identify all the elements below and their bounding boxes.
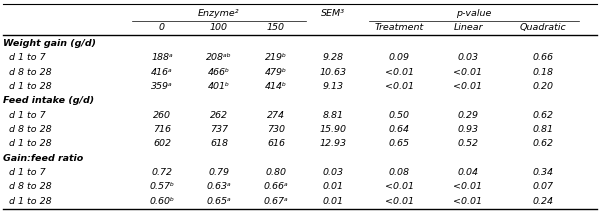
Text: 0.29: 0.29	[458, 111, 479, 120]
Text: 414ᵇ: 414ᵇ	[265, 82, 287, 91]
Text: <0.01: <0.01	[454, 82, 482, 91]
Text: 0.01: 0.01	[323, 197, 344, 206]
Text: 0.20: 0.20	[533, 82, 554, 91]
Text: Gain:feed ratio: Gain:feed ratio	[3, 154, 83, 163]
Text: d 8 to 28: d 8 to 28	[3, 68, 52, 77]
Text: 0.60ᵇ: 0.60ᵇ	[149, 197, 175, 206]
Text: 737: 737	[210, 125, 228, 134]
Text: Enzyme²: Enzyme²	[198, 9, 240, 18]
Text: 0.79: 0.79	[209, 168, 229, 177]
Text: 0: 0	[159, 23, 165, 32]
Text: 0.34: 0.34	[533, 168, 554, 177]
Text: 0.01: 0.01	[323, 182, 344, 191]
Text: 0.93: 0.93	[458, 125, 479, 134]
Text: <0.01: <0.01	[385, 182, 413, 191]
Text: 0.63ᵃ: 0.63ᵃ	[206, 182, 232, 191]
Text: 0.08: 0.08	[389, 168, 409, 177]
Text: 0.57ᵇ: 0.57ᵇ	[149, 182, 175, 191]
Text: 0.62: 0.62	[533, 111, 554, 120]
Text: <0.01: <0.01	[454, 182, 482, 191]
Text: 616: 616	[267, 139, 285, 148]
Text: 0.64: 0.64	[389, 125, 409, 134]
Text: p-value: p-value	[457, 9, 491, 18]
Text: 8.81: 8.81	[323, 111, 344, 120]
Text: d 8 to 28: d 8 to 28	[3, 182, 52, 191]
Text: 260: 260	[153, 111, 171, 120]
Text: 0.72: 0.72	[151, 168, 173, 177]
Text: 9.13: 9.13	[323, 82, 344, 91]
Text: 150: 150	[267, 23, 285, 32]
Text: 15.90: 15.90	[320, 125, 347, 134]
Text: <0.01: <0.01	[385, 82, 413, 91]
Text: d 1 to 7: d 1 to 7	[3, 168, 46, 177]
Text: 0.66: 0.66	[533, 54, 554, 62]
Text: d 1 to 7: d 1 to 7	[3, 111, 46, 120]
Text: 100: 100	[210, 23, 228, 32]
Text: Weight gain (g/d): Weight gain (g/d)	[3, 39, 96, 48]
Text: d 1 to 28: d 1 to 28	[3, 139, 52, 148]
Text: d 1 to 7: d 1 to 7	[3, 54, 46, 62]
Text: 0.62: 0.62	[533, 139, 554, 148]
Text: 219ᵇ: 219ᵇ	[265, 54, 287, 62]
Text: 466ᵇ: 466ᵇ	[208, 68, 230, 77]
Text: 0.03: 0.03	[458, 54, 479, 62]
Text: <0.01: <0.01	[454, 197, 482, 206]
Text: 618: 618	[210, 139, 228, 148]
Text: 0.65: 0.65	[389, 139, 409, 148]
Text: 730: 730	[267, 125, 285, 134]
Text: 0.66ᵃ: 0.66ᵃ	[263, 182, 289, 191]
Text: SEM³: SEM³	[321, 9, 345, 18]
Text: <0.01: <0.01	[385, 68, 413, 77]
Text: 0.07: 0.07	[533, 182, 554, 191]
Text: 602: 602	[153, 139, 171, 148]
Text: 716: 716	[153, 125, 171, 134]
Text: Feed intake (g/d): Feed intake (g/d)	[3, 97, 94, 106]
Text: 0.65ᵃ: 0.65ᵃ	[206, 197, 232, 206]
Text: 0.03: 0.03	[323, 168, 344, 177]
Text: 274: 274	[267, 111, 285, 120]
Text: d 1 to 28: d 1 to 28	[3, 197, 52, 206]
Text: Linear: Linear	[453, 23, 483, 32]
Text: d 1 to 28: d 1 to 28	[3, 82, 52, 91]
Text: 479ᵇ: 479ᵇ	[265, 68, 287, 77]
Text: 416ᵃ: 416ᵃ	[151, 68, 173, 77]
Text: 208ᵃᵇ: 208ᵃᵇ	[206, 54, 232, 62]
Text: <0.01: <0.01	[454, 68, 482, 77]
Text: 12.93: 12.93	[320, 139, 347, 148]
Text: 0.04: 0.04	[458, 168, 479, 177]
Text: 0.81: 0.81	[533, 125, 554, 134]
Text: 9.28: 9.28	[323, 54, 344, 62]
Text: 262: 262	[210, 111, 228, 120]
Text: <0.01: <0.01	[385, 197, 413, 206]
Text: 0.09: 0.09	[389, 54, 409, 62]
Text: Treatment: Treatment	[374, 23, 424, 32]
Text: d 8 to 28: d 8 to 28	[3, 125, 52, 134]
Text: 0.18: 0.18	[533, 68, 554, 77]
Text: 10.63: 10.63	[320, 68, 347, 77]
Text: 401ᵇ: 401ᵇ	[208, 82, 230, 91]
Text: 0.67ᵃ: 0.67ᵃ	[263, 197, 289, 206]
Text: 188ᵃ: 188ᵃ	[151, 54, 173, 62]
Text: 359ᵃ: 359ᵃ	[151, 82, 173, 91]
Text: Quadratic: Quadratic	[520, 23, 566, 32]
Text: 0.80: 0.80	[265, 168, 287, 177]
Text: 0.50: 0.50	[389, 111, 409, 120]
Text: 0.52: 0.52	[458, 139, 479, 148]
Text: 0.24: 0.24	[533, 197, 554, 206]
